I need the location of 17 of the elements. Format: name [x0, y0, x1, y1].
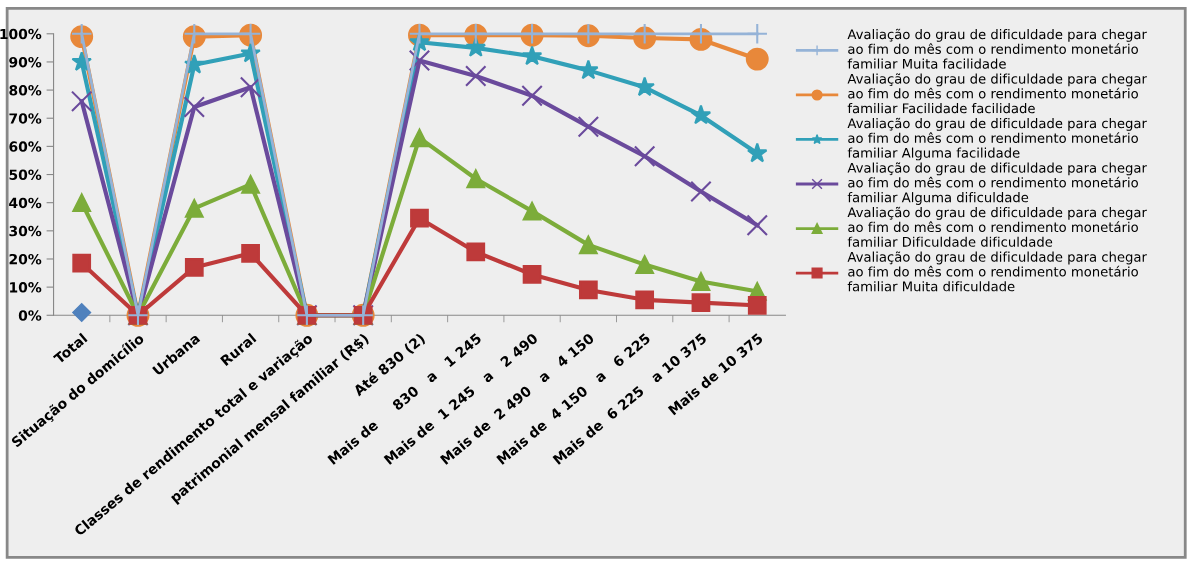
y-tick-label: 70%: [9, 113, 42, 124]
y-tick-label: 20%: [9, 253, 42, 265]
y-tick-label: 90%: [9, 56, 42, 68]
legend-label: Avaliação do grau de dificuldade para chegar ao fim do mês com o rendimento monetário familiar Facilidade facilidade: [847, 73, 1147, 114]
y-tick-label: 40%: [9, 197, 42, 209]
y-tick-label: 60%: [9, 141, 42, 152]
legend-label: Avaliação do grau de dificuldade para chegar ao fim do mês com o rendimento monetário familiar Dificuldade dificuldade: [847, 206, 1147, 247]
y-tick-label: 10%: [10, 282, 42, 293]
legend-label: Avaliação do grau de dificuldade para chegar ao fim do mês com o rendimento monetário familiar Alguma facilidade: [847, 117, 1147, 161]
y-tick-label: 80%: [9, 85, 42, 96]
y-tick-label: 100%: [0, 28, 42, 40]
y-tick-label: 50%: [9, 169, 42, 180]
legend-label: Avaliação do grau de dificuldade para chegar ao fim do mês com o rendimento monetário familiar Muita dificuldade: [847, 251, 1147, 292]
y-tick-label: 30%: [9, 225, 42, 237]
y-tick-label: 0%: [18, 310, 42, 321]
legend-label: Avaliação do grau de dificuldade para chegar ao fim do mês com o rendimento monetário familiar Muita facilidade: [847, 28, 1147, 69]
legend-label: Avaliação do grau de dificuldade para chegar ao fim do mês com o rendimento monetário familiar Alguma dificuldade: [847, 162, 1147, 205]
